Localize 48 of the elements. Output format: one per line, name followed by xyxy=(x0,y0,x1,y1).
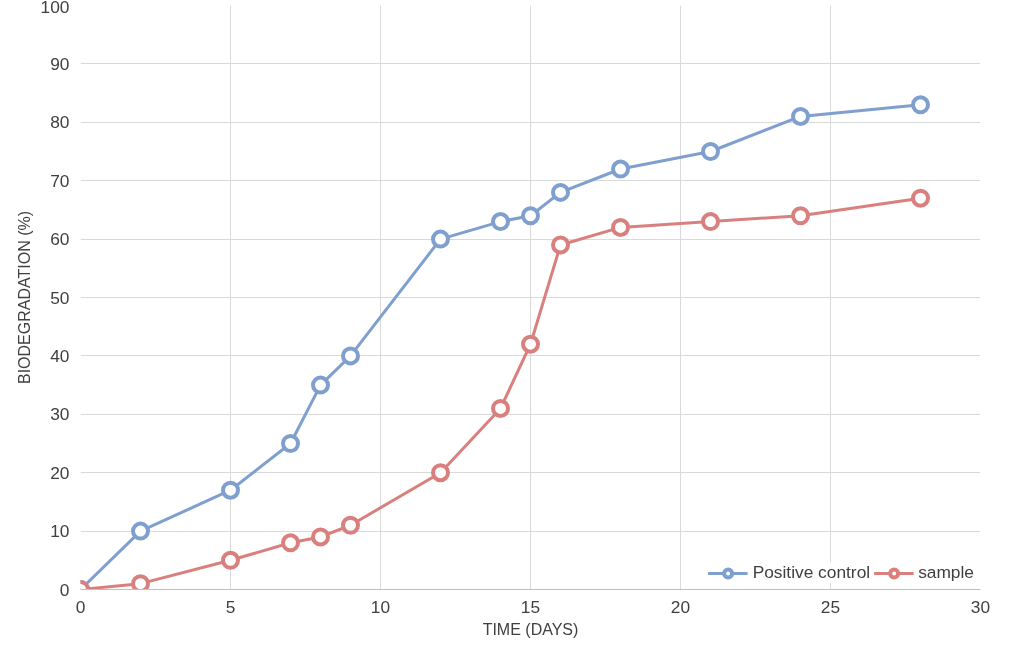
point xyxy=(611,217,630,237)
point xyxy=(131,521,150,541)
point xyxy=(491,212,510,232)
x-tick-label: 0 xyxy=(75,596,86,617)
point xyxy=(521,334,540,354)
x-tick-label: 30 xyxy=(970,596,991,617)
x-tick-label: 25 xyxy=(820,596,841,617)
y-tick-label: 30 xyxy=(50,404,70,425)
y-tick-label: 40 xyxy=(50,345,70,366)
x-tick-label: 5 xyxy=(225,596,236,617)
y-axis-title: BIODEGRADATION (%) xyxy=(15,210,33,385)
point xyxy=(791,206,810,226)
legend-label: Positive control xyxy=(752,562,871,583)
point xyxy=(431,463,450,483)
legend-label: sample xyxy=(918,562,974,583)
point xyxy=(551,235,570,255)
y-tick-label: 70 xyxy=(50,170,70,191)
point xyxy=(281,434,300,453)
y-tick-label: 80 xyxy=(50,112,70,133)
x-tick-label: 15 xyxy=(520,596,541,617)
point xyxy=(521,206,540,226)
x-tick-label: 20 xyxy=(670,596,691,617)
y-tick-label: 20 xyxy=(50,462,70,483)
point xyxy=(911,188,930,208)
point xyxy=(221,550,240,570)
point xyxy=(311,375,330,395)
point xyxy=(701,142,720,161)
point xyxy=(221,480,240,500)
point xyxy=(311,527,330,547)
x-axis-title: TIME (DAYS) xyxy=(482,620,579,638)
point xyxy=(341,515,360,535)
point xyxy=(131,574,150,590)
point xyxy=(611,159,630,179)
point xyxy=(701,212,720,232)
y-tick-label: 100 xyxy=(40,0,70,17)
point xyxy=(911,95,930,115)
y-tick-label: 60 xyxy=(50,229,70,250)
point xyxy=(791,106,810,126)
y-tick-label: 0 xyxy=(59,579,70,600)
y-tick-label: 90 xyxy=(50,53,70,74)
point xyxy=(551,182,570,202)
y-tick-label: 50 xyxy=(50,287,70,308)
point xyxy=(341,346,360,366)
point xyxy=(491,398,510,418)
x-tick-label: 10 xyxy=(370,596,391,617)
y-tick-label: 10 xyxy=(50,521,70,542)
point xyxy=(281,533,300,553)
point xyxy=(431,229,450,249)
